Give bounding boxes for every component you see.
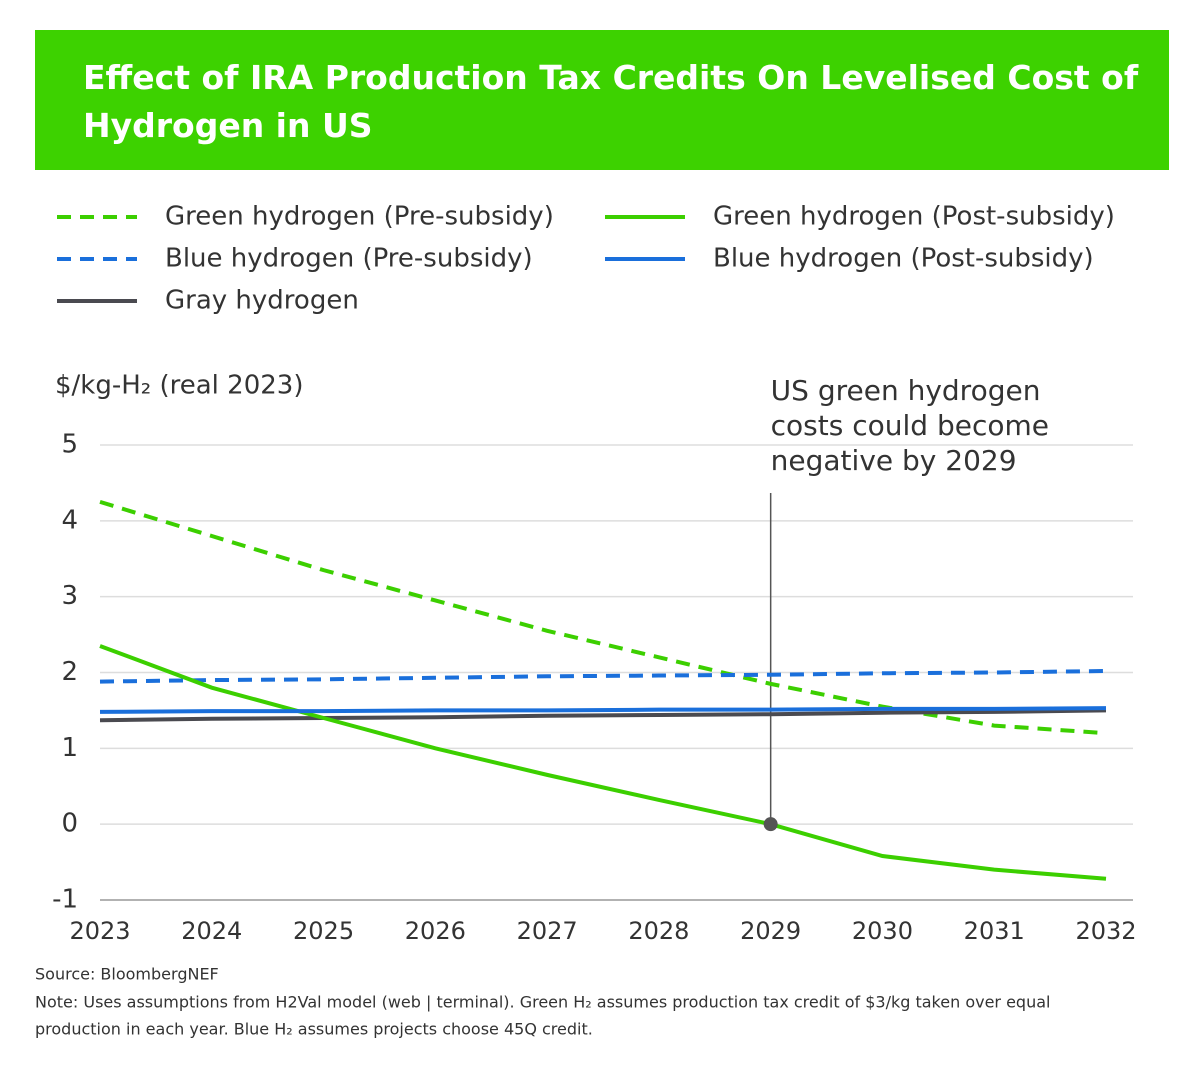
legend-label: Green hydrogen (Post-subsidy) [713,202,1115,232]
series-line [99,668,1107,684]
x-tick-label: 2030 [852,917,913,945]
series-line [99,706,1107,714]
note: production in each year. Blue H₂ assumes… [35,1020,593,1039]
annotation-dot [763,817,778,832]
y-tick-label: 1 [61,733,78,763]
x-tick-label: 2027 [517,917,578,945]
y-tick-label: 3 [61,581,78,611]
legend-label: Blue hydrogen (Pre-subsidy) [165,244,533,274]
x-tick-label: 2024 [181,917,242,945]
x-tick-label: 2026 [405,917,466,945]
y-tick-label: 5 [61,430,78,460]
x-tick-label: 2028 [628,917,689,945]
legend-label: Green hydrogen (Pre-subsidy) [165,202,554,232]
series-line [99,644,1107,881]
y-tick-label: 0 [61,809,78,839]
y-axis-label: $/kg-H₂ (real 2023) [55,371,303,401]
x-tick-label: 2031 [964,917,1025,945]
x-tick-label: 2032 [1075,917,1136,945]
annotation-text: costs could become [771,409,1049,442]
y-tick-label: 4 [61,505,78,535]
x-tick-label: 2023 [69,917,130,945]
title-bar: Effect of IRA Production Tax Credits On … [35,30,1169,170]
series-line [99,708,1107,723]
x-tick-label: 2025 [293,917,354,945]
chart-title: Effect of IRA Production Tax Credits On … [83,58,1139,145]
source: Source: BloombergNEF [35,965,219,984]
annotation-text: US green hydrogen [771,374,1041,407]
legend-label: Blue hydrogen (Post-subsidy) [713,244,1094,274]
annotation-text: negative by 2029 [771,444,1017,477]
y-tick-label: -1 [52,885,78,915]
note: Note: Uses assumptions from H2Val model … [35,993,1050,1012]
x-tick-label: 2029 [740,917,801,945]
legend-label: Gray hydrogen [165,286,359,316]
y-tick-label: 2 [61,657,78,687]
